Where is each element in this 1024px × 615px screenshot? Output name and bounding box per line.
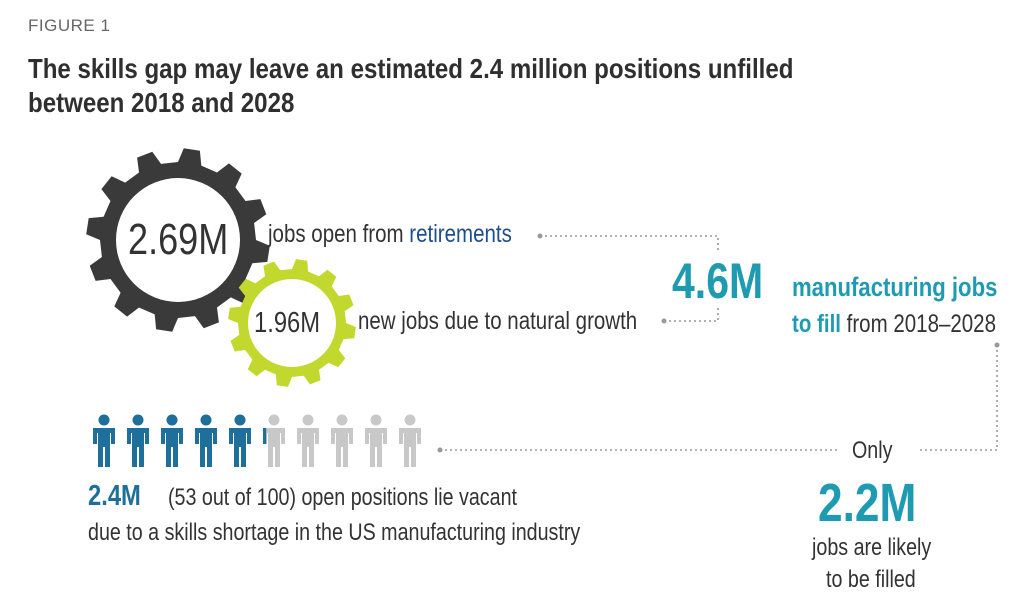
total-value: 4.6M	[672, 253, 764, 309]
person-icon-empty	[365, 414, 387, 467]
person-icon-filled	[263, 428, 267, 444]
person-icon-empty	[399, 414, 421, 467]
person-icon-filled	[195, 414, 217, 467]
people-icons	[93, 414, 421, 467]
total-label-bold: to fill	[792, 310, 841, 338]
vacant-label-line2: due to a skills shortage in the US manuf…	[88, 519, 581, 546]
vacant-label-line1: (53 out of 100) open positions lie vacan…	[168, 484, 518, 511]
connector-retirements	[540, 235, 719, 250]
total-label-rest: from 2018–2028	[840, 310, 996, 338]
growth-gear-icon	[228, 259, 356, 387]
retirements-label: jobs open from retirements	[268, 220, 512, 249]
total-label-line1: manufacturing jobs	[792, 272, 998, 302]
vacant-value: 2.4M	[88, 480, 141, 512]
retirements-gear-icon	[86, 148, 270, 332]
person-icon-empty	[331, 414, 353, 467]
retirements-value: 2.69M	[128, 215, 229, 264]
person-icon-empty	[263, 414, 285, 467]
person-icon-filled	[229, 414, 251, 467]
figure-title: The skills gap may leave an estimated 2.…	[28, 53, 794, 118]
figure-label: FIGURE 1	[28, 16, 111, 35]
growth-label: new jobs due to natural growth	[358, 307, 638, 335]
connector-total	[918, 345, 998, 451]
person-icon-filled	[127, 414, 149, 467]
filled-label-line2: to be filled	[826, 566, 916, 593]
total-label-line2: to fill from 2018–2028	[792, 310, 996, 339]
filled-value: 2.2M	[818, 473, 917, 533]
person-icon-empty	[297, 414, 319, 467]
only-label: Only	[852, 437, 893, 464]
connector-dot-vacant	[437, 447, 443, 453]
person-icon-filled	[93, 414, 115, 467]
retirements-label-highlight: retirements	[409, 220, 512, 248]
connector-lines	[437, 233, 1000, 453]
retirements-label-prefix: jobs open from	[268, 220, 410, 248]
growth-value: 1.96M	[254, 307, 321, 339]
filled-label-line1: jobs are likely	[812, 534, 932, 561]
person-icon-filled	[161, 414, 183, 467]
